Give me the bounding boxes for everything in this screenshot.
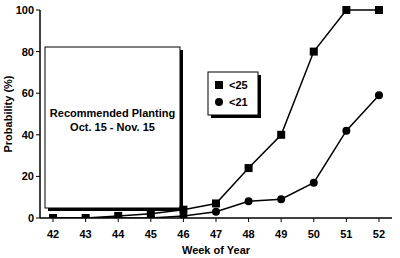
series-marker — [147, 214, 155, 218]
x-tick-label: 47 — [210, 228, 222, 240]
y-tick-label: 40 — [22, 129, 34, 141]
series-marker — [310, 48, 318, 56]
x-tick — [118, 218, 119, 222]
series-marker — [342, 6, 350, 14]
x-tick-label: 51 — [340, 228, 352, 240]
y-tick-label: 100 — [16, 4, 34, 16]
x-tick — [378, 218, 379, 222]
annotation-box — [45, 47, 180, 208]
series-marker — [49, 214, 57, 218]
series-marker — [179, 212, 187, 218]
x-tick — [281, 218, 282, 222]
y-tick — [36, 134, 40, 135]
series-marker — [310, 179, 318, 187]
legend-label: <21 — [229, 96, 248, 108]
legend-box — [208, 72, 258, 115]
x-tick — [150, 218, 151, 222]
x-tick-label: 44 — [112, 228, 125, 240]
series-marker — [277, 195, 285, 203]
series-marker — [245, 197, 253, 205]
y-tick — [36, 10, 40, 11]
x-tick-label: 52 — [373, 228, 385, 240]
series-marker — [212, 208, 220, 216]
x-tick — [216, 218, 217, 222]
x-tick — [53, 218, 54, 222]
series-marker — [82, 214, 90, 218]
series-marker — [375, 91, 383, 99]
y-tick — [36, 93, 40, 94]
y-tick-label: 80 — [22, 46, 34, 58]
series-marker — [49, 214, 57, 218]
series-marker — [375, 6, 383, 14]
chart: Recommended Planting Oct. 15 - Nov. 15 0 20… — [0, 0, 400, 258]
y-tick-label: 60 — [22, 87, 34, 99]
x-tick — [183, 218, 184, 222]
series-marker — [277, 131, 285, 139]
y-tick-label: 0 — [28, 212, 34, 224]
annotation-text: Recommended Planting — [50, 107, 175, 119]
x-axis-label: Week of Year — [182, 244, 251, 256]
x-tick — [248, 218, 249, 222]
y-tick-label: 20 — [22, 170, 34, 182]
series-marker — [114, 214, 122, 218]
series-marker — [212, 199, 220, 207]
x-tick-label: 43 — [80, 228, 92, 240]
x-tick-label: 49 — [275, 228, 287, 240]
x-tick-label: 45 — [145, 228, 157, 240]
y-tick — [36, 218, 40, 219]
annotation-text: Oct. 15 - Nov. 15 — [70, 121, 155, 133]
x-tick — [85, 218, 86, 222]
x-tick-label: 46 — [177, 228, 189, 240]
legend-marker — [215, 81, 223, 89]
series-line — [53, 10, 379, 218]
series-marker — [245, 164, 253, 172]
y-axis-label: Probability (%) — [2, 75, 14, 152]
plot-data — [49, 6, 383, 218]
y-tick — [36, 51, 40, 52]
series-marker — [342, 127, 350, 135]
legend-marker — [215, 98, 223, 106]
y-axis — [39, 10, 41, 218]
x-tick-label: 48 — [242, 228, 254, 240]
x-tick — [313, 218, 314, 222]
legend-label: <25 — [229, 79, 248, 91]
series-marker — [82, 214, 90, 218]
y-tick — [36, 176, 40, 177]
x-tick — [346, 218, 347, 222]
x-tick-label: 50 — [308, 228, 320, 240]
x-tick-label: 42 — [47, 228, 59, 240]
